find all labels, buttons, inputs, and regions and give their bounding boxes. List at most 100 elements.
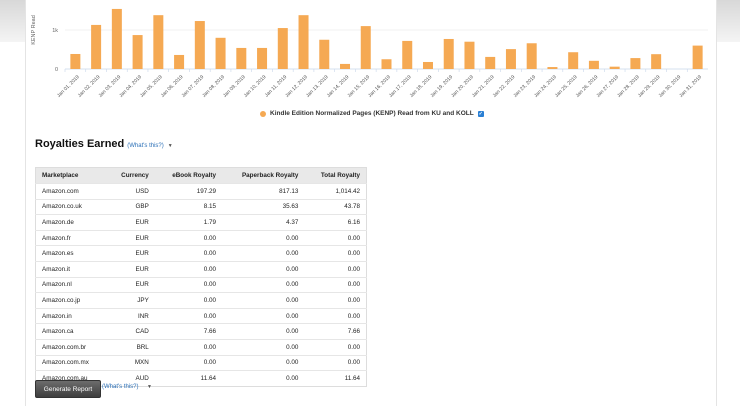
- table-cell: 43.78: [304, 198, 367, 215]
- generate-report-button[interactable]: Generate Report: [35, 380, 101, 398]
- bar: [609, 66, 620, 69]
- table-cell: 7.66: [304, 323, 367, 340]
- bar: [215, 37, 226, 69]
- bar: [485, 56, 496, 69]
- bar: [505, 49, 516, 69]
- table-cell: 0.00: [304, 229, 367, 246]
- table-row: Amazon.com.mx MXN 0.00 0.00 0.00: [35, 354, 367, 371]
- table-cell: GBP: [107, 198, 155, 215]
- table-cell: CAD: [107, 323, 155, 340]
- table-cell: 4.37: [221, 214, 305, 231]
- bar: [298, 15, 309, 69]
- column-header: eBook Royalty: [154, 167, 222, 184]
- table-cell: 0.00: [304, 276, 367, 293]
- table-cell: 0.00: [304, 338, 367, 356]
- table-cell: 0.00: [221, 307, 305, 324]
- bar: [340, 63, 351, 69]
- section-title: Royalties Earned (What's this?) ▼: [35, 138, 173, 150]
- table-cell: Amazon.co.uk: [35, 198, 108, 215]
- bar: [132, 35, 143, 69]
- whats-this-link[interactable]: (What's this?): [127, 143, 164, 149]
- table-cell: 11.64: [304, 370, 367, 387]
- bar: [464, 41, 475, 69]
- caret-down-icon[interactable]: ▼: [147, 384, 152, 390]
- table-cell: 0.00: [304, 307, 367, 324]
- legend-swatch: [260, 110, 266, 117]
- bar: [402, 40, 413, 69]
- table-cell: Amazon.com: [35, 183, 108, 200]
- table-cell: 0.00: [304, 292, 367, 309]
- bar: [588, 60, 599, 69]
- table-cell: BRL: [107, 338, 155, 356]
- table-cell: 0.00: [154, 260, 222, 278]
- bar: [194, 21, 205, 70]
- bar: [257, 47, 268, 69]
- table-cell: 817.13: [221, 183, 305, 200]
- table-row: Amazon.ca CAD 7.66 0.00 7.66: [35, 323, 367, 340]
- table-cell: 0.00: [221, 338, 305, 356]
- bar: [651, 54, 662, 69]
- table-cell: 0.00: [154, 229, 222, 246]
- y-tick-label: 1k: [52, 28, 58, 34]
- table-cell: 0.00: [221, 260, 305, 278]
- legend-label: Kindle Edition Normalized Pages (KENP) R…: [270, 110, 474, 117]
- table-cell: Amazon.de: [35, 214, 108, 231]
- bar: [443, 38, 454, 69]
- table-cell: 0.00: [304, 245, 367, 262]
- table-row: Amazon.nl EUR 0.00 0.00 0.00: [35, 276, 367, 293]
- table-cell: Amazon.in: [35, 307, 108, 324]
- table-cell: AUD: [107, 370, 155, 387]
- bar: [568, 52, 579, 69]
- table-cell: 0.00: [221, 276, 305, 293]
- table-cell: JPY: [107, 292, 155, 309]
- column-header: Currency: [107, 167, 155, 184]
- bar: [153, 15, 164, 69]
- column-header: Marketplace: [35, 167, 108, 184]
- table-cell: Amazon.ca: [35, 323, 108, 340]
- column-header: Total Royalty: [304, 167, 367, 184]
- bar: [692, 45, 703, 69]
- y-axis-label: KENP Read: [31, 15, 37, 45]
- bar: [422, 61, 433, 69]
- table-cell: Amazon.com.br: [35, 338, 108, 356]
- table-cell: Amazon.es: [35, 245, 108, 262]
- table-cell: Amazon.it: [35, 260, 108, 278]
- bar: [91, 24, 102, 69]
- table-cell: INR: [107, 307, 155, 324]
- table-cell: 6.16: [304, 214, 367, 231]
- table-cell: 0.00: [154, 292, 222, 309]
- chart-legend[interactable]: Kindle Edition Normalized Pages (KENP) R…: [260, 110, 484, 117]
- table-cell: 0.00: [154, 354, 222, 371]
- bar: [381, 59, 392, 69]
- checkbox-icon[interactable]: ✓: [477, 110, 484, 117]
- table-cell: 0.00: [154, 307, 222, 324]
- table-cell: EUR: [107, 245, 155, 262]
- table-cell: 1.79: [154, 214, 222, 231]
- bar: [277, 28, 288, 69]
- whats-this-link-footer[interactable]: (What's this?): [102, 384, 139, 390]
- table-cell: 0.00: [221, 323, 305, 340]
- table-cell: Amazon.co.jp: [35, 292, 108, 309]
- caret-down-icon[interactable]: ▼: [167, 143, 173, 149]
- table-cell: 0.00: [221, 245, 305, 262]
- bar: [547, 67, 558, 69]
- table-cell: Amazon.com.mx: [35, 354, 108, 371]
- table-cell: 1,014.42: [304, 183, 367, 200]
- x-tick-label: Jan 31, 2019: [678, 74, 703, 99]
- table-cell: 0.00: [221, 370, 305, 387]
- bar: [319, 39, 330, 69]
- table-cell: 0.00: [154, 276, 222, 293]
- table-row: Amazon.it EUR 0.00 0.00 0.00: [35, 260, 367, 278]
- bar: [360, 26, 371, 70]
- table-row: Amazon.co.jp JPY 0.00 0.00 0.00: [35, 292, 367, 309]
- table-row: Amazon.in INR 0.00 0.00 0.00: [35, 307, 367, 324]
- table-row: Amazon.com.br BRL 0.00 0.00 0.00: [35, 338, 367, 356]
- bar: [236, 47, 247, 69]
- table-cell: 11.64: [154, 370, 222, 387]
- bar: [70, 53, 81, 69]
- table-cell: USD: [107, 183, 155, 200]
- table-cell: 0.00: [221, 229, 305, 246]
- table-cell: 7.66: [154, 323, 222, 340]
- column-header: Paperback Royalty: [221, 167, 305, 184]
